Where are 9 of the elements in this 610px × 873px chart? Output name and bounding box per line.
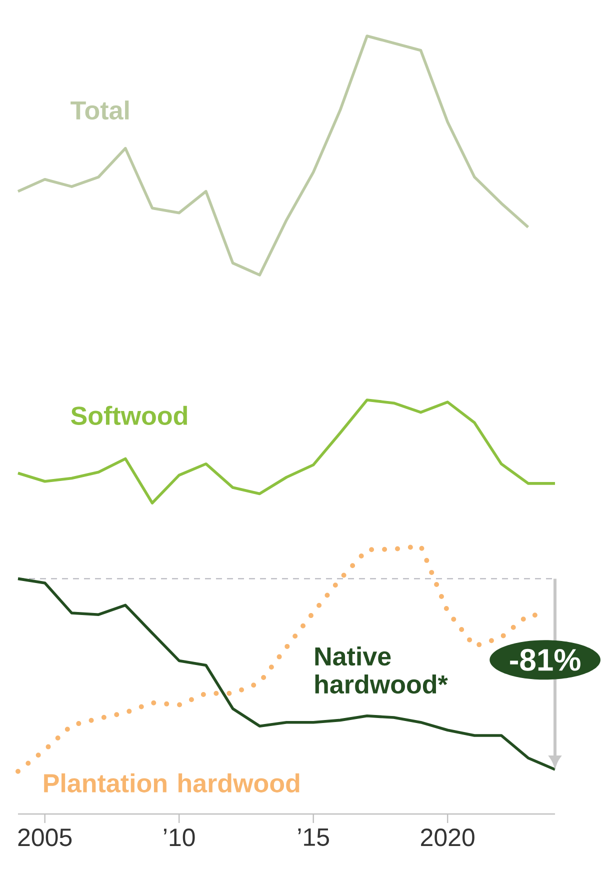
x-tick-label: ’15 [298, 828, 329, 846]
series-label: Softwood [71, 406, 187, 425]
legend-label: Native hardwood* [315, 646, 448, 694]
x-tick-label: 2005 [18, 828, 72, 846]
series-label: Plantation hardwood [44, 773, 300, 792]
x-tick-label: ’10 [164, 828, 195, 846]
annotation: -81% [510, 648, 580, 671]
series-label: Total [70, 100, 129, 120]
x-tick-label: 2020 [421, 828, 474, 846]
